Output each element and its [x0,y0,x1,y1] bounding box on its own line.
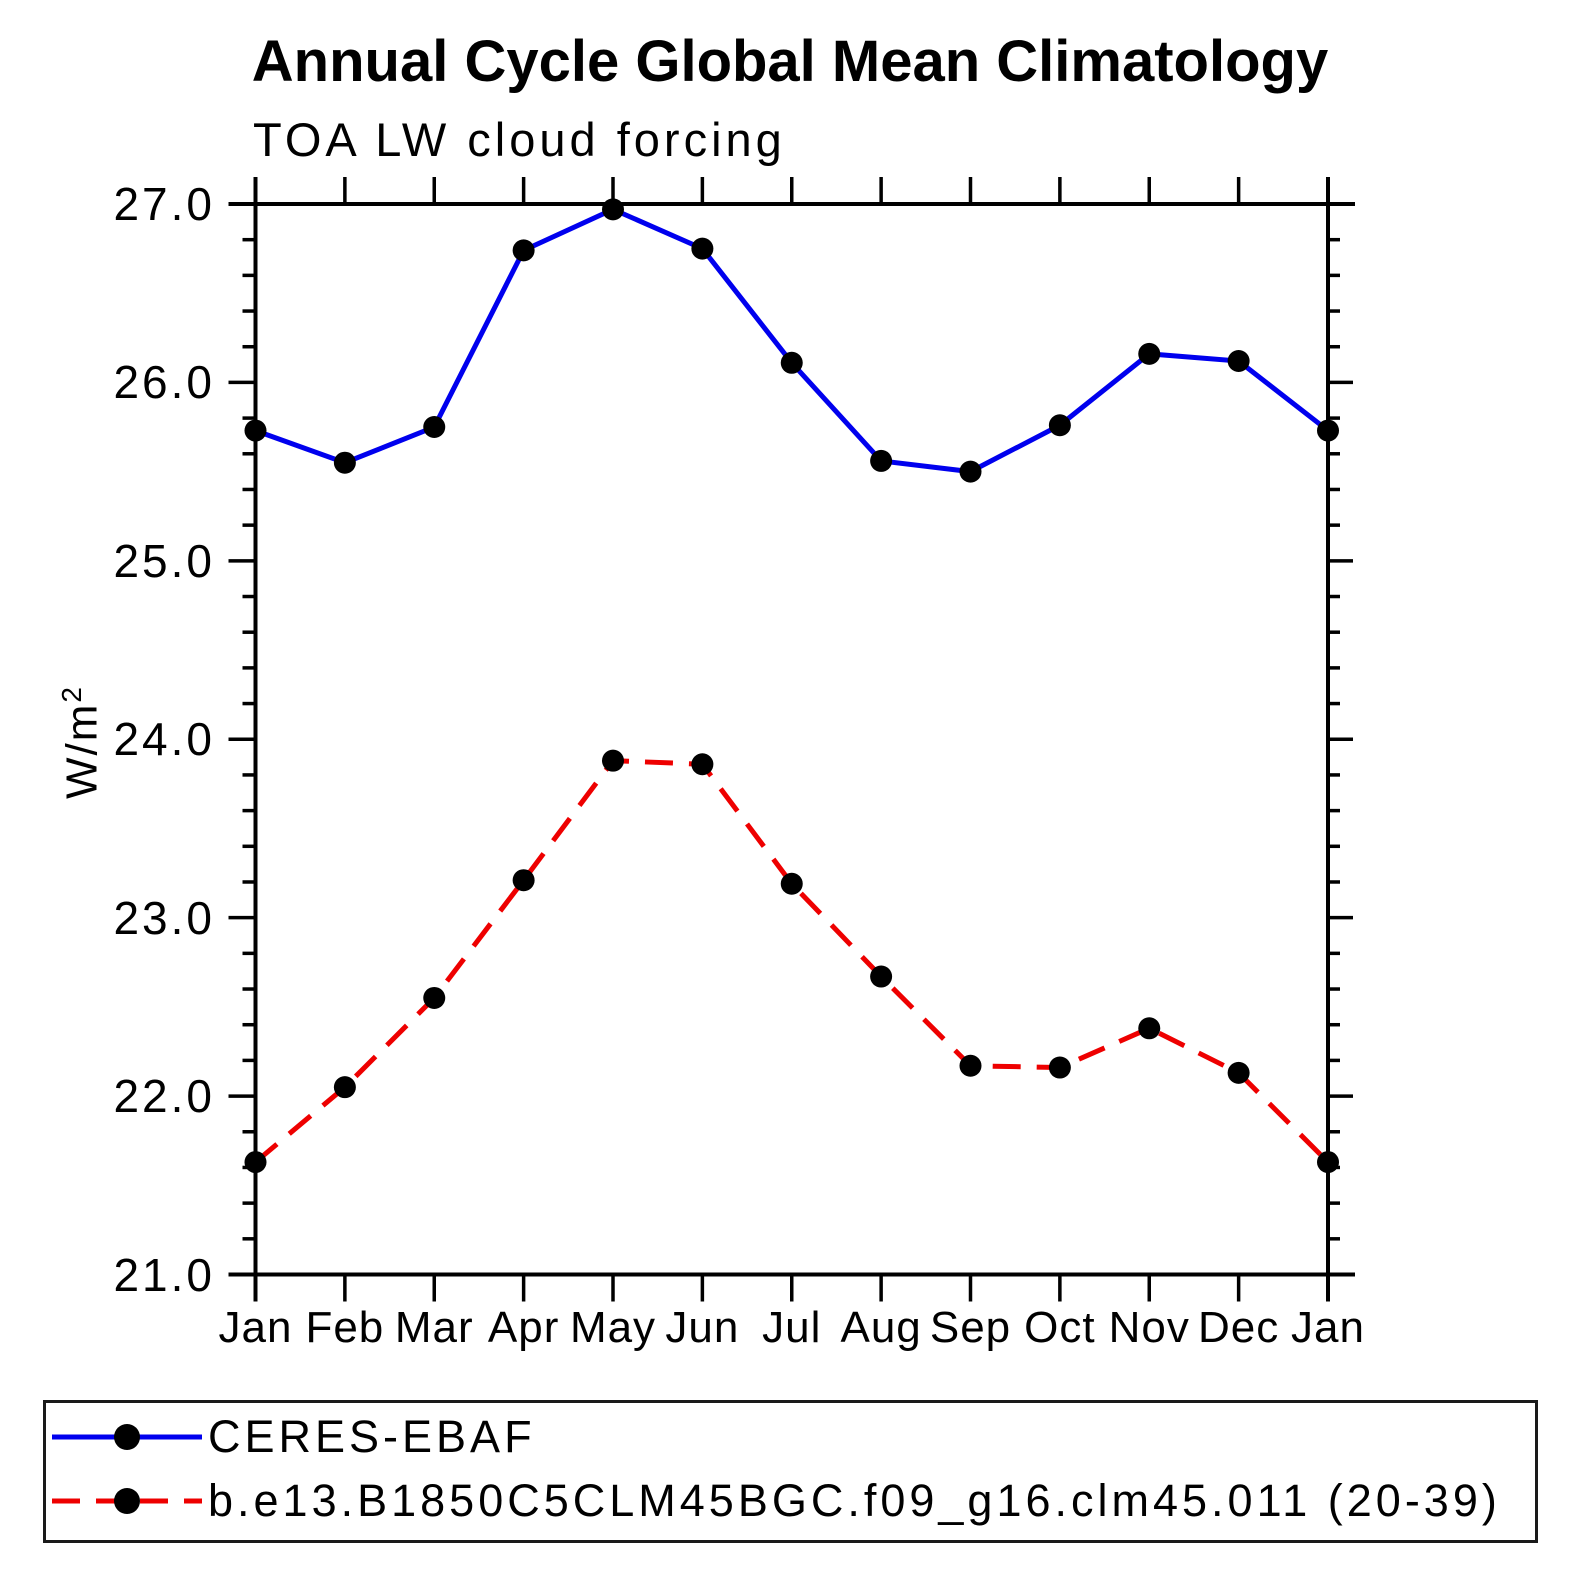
chart-subtitle: TOA LW cloud forcing [253,113,786,166]
data-point-marker-0-4 [602,198,624,221]
data-point-marker-1-4 [602,749,624,772]
x-tick-label-5: Jun [665,1303,740,1352]
legend-marker-dot-icon [114,1424,140,1450]
legend-box: CERES-EBAF b.e13.B1850C5CLM45BGC.f09_g16… [43,1400,1538,1543]
y-tick-label-21.0: 21.0 [113,1248,215,1301]
legend-label-model-run: b.e13.B1850C5CLM45BGC.f09_g16.clm45.011 … [208,1475,1501,1526]
x-tick-label-6: Jul [762,1303,822,1352]
x-tick-label-10: Nov [1108,1303,1190,1352]
x-tick-label-4: May [569,1303,657,1352]
data-point-marker-1-12 [1317,1151,1339,1174]
data-point-marker-0-2 [423,416,446,439]
data-point-marker-1-11 [1227,1061,1250,1084]
data-point-marker-0-3 [512,239,535,262]
data-point-marker-1-9 [1048,1056,1071,1079]
y-tick-label-22.0: 22.0 [113,1070,215,1123]
data-point-marker-1-7 [870,965,893,988]
x-tick-label-11: Dec [1198,1303,1280,1352]
y-tick-label-24.0: 24.0 [113,713,215,766]
series-line-1 [253,758,1330,1165]
x-tick-label-7: Aug [840,1303,922,1352]
legend-marker-dot-icon [114,1488,140,1514]
data-point-marker-0-12 [1317,419,1339,442]
legend-swatch-solid-line [52,1424,202,1450]
data-point-marker-1-1 [333,1076,356,1099]
x-tick-label-1: Feb [305,1303,385,1352]
data-point-marker-0-1 [333,451,356,474]
legend-entry-ceres-ebaf: CERES-EBAF [46,1407,536,1467]
legend-entry-model-run: b.e13.B1850C5CLM45BGC.f09_g16.clm45.011 … [46,1471,1501,1531]
data-point-marker-1-6 [780,872,803,895]
data-point-marker-1-10 [1138,1017,1161,1040]
y-tick-label-27.0: 27.0 [113,178,215,230]
data-point-marker-0-10 [1138,342,1161,365]
x-tick-label-9: Oct [1024,1303,1096,1352]
legend-swatch-dashed-line [52,1488,202,1514]
data-point-marker-0-8 [959,460,982,483]
x-tick-label-8: Sep [929,1303,1012,1352]
chart-title: Annual Cycle Global Mean Climatology [251,29,1329,94]
data-point-marker-1-5 [691,753,714,776]
data-point-marker-0-6 [780,351,803,374]
data-point-marker-0-9 [1048,414,1071,437]
y-tick-label-23.0: 23.0 [113,891,215,944]
y-tick-label-25.0: 25.0 [113,534,215,587]
y-axis-title-exponent: 2 [56,687,87,703]
x-tick-label-0: Jan [218,1303,293,1352]
x-tick-label-2: Mar [394,1303,474,1352]
data-point-marker-0-11 [1227,350,1250,373]
data-point-marker-1-3 [512,869,535,892]
data-point-marker-1-2 [423,986,446,1009]
data-point-marker-0-7 [870,449,893,472]
x-tick-label-3: Apr [487,1303,560,1352]
legend-label-ceres-ebaf: CERES-EBAF [208,1411,536,1462]
data-point-marker-0-5 [691,237,714,260]
data-point-marker-0-0 [244,419,267,442]
y-tick-label-26.0: 26.0 [113,356,215,409]
data-point-marker-1-8 [959,1054,982,1077]
x-tick-label-12: Jan [1291,1303,1365,1352]
data-point-marker-1-0 [244,1151,267,1174]
series-line-0 [254,206,1330,475]
